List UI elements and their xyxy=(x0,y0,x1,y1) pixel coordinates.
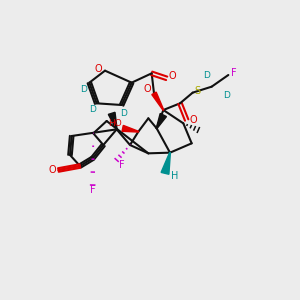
Text: O: O xyxy=(169,71,176,81)
Text: O: O xyxy=(143,84,151,94)
Text: H: H xyxy=(171,171,179,181)
Polygon shape xyxy=(156,113,167,128)
Text: F: F xyxy=(90,185,95,195)
Text: D: D xyxy=(203,70,210,80)
Text: F: F xyxy=(119,160,124,170)
Text: O: O xyxy=(190,115,197,125)
Text: F: F xyxy=(230,68,236,78)
Text: O: O xyxy=(49,165,56,175)
Text: D: D xyxy=(223,91,230,100)
Polygon shape xyxy=(152,92,164,110)
Text: HO: HO xyxy=(108,119,122,128)
Polygon shape xyxy=(161,153,170,174)
Polygon shape xyxy=(108,112,117,130)
Text: D: D xyxy=(80,85,87,94)
Text: S: S xyxy=(195,86,201,96)
Polygon shape xyxy=(122,125,138,132)
Text: D: D xyxy=(89,106,96,115)
Text: O: O xyxy=(94,64,102,74)
Text: D: D xyxy=(120,109,127,118)
